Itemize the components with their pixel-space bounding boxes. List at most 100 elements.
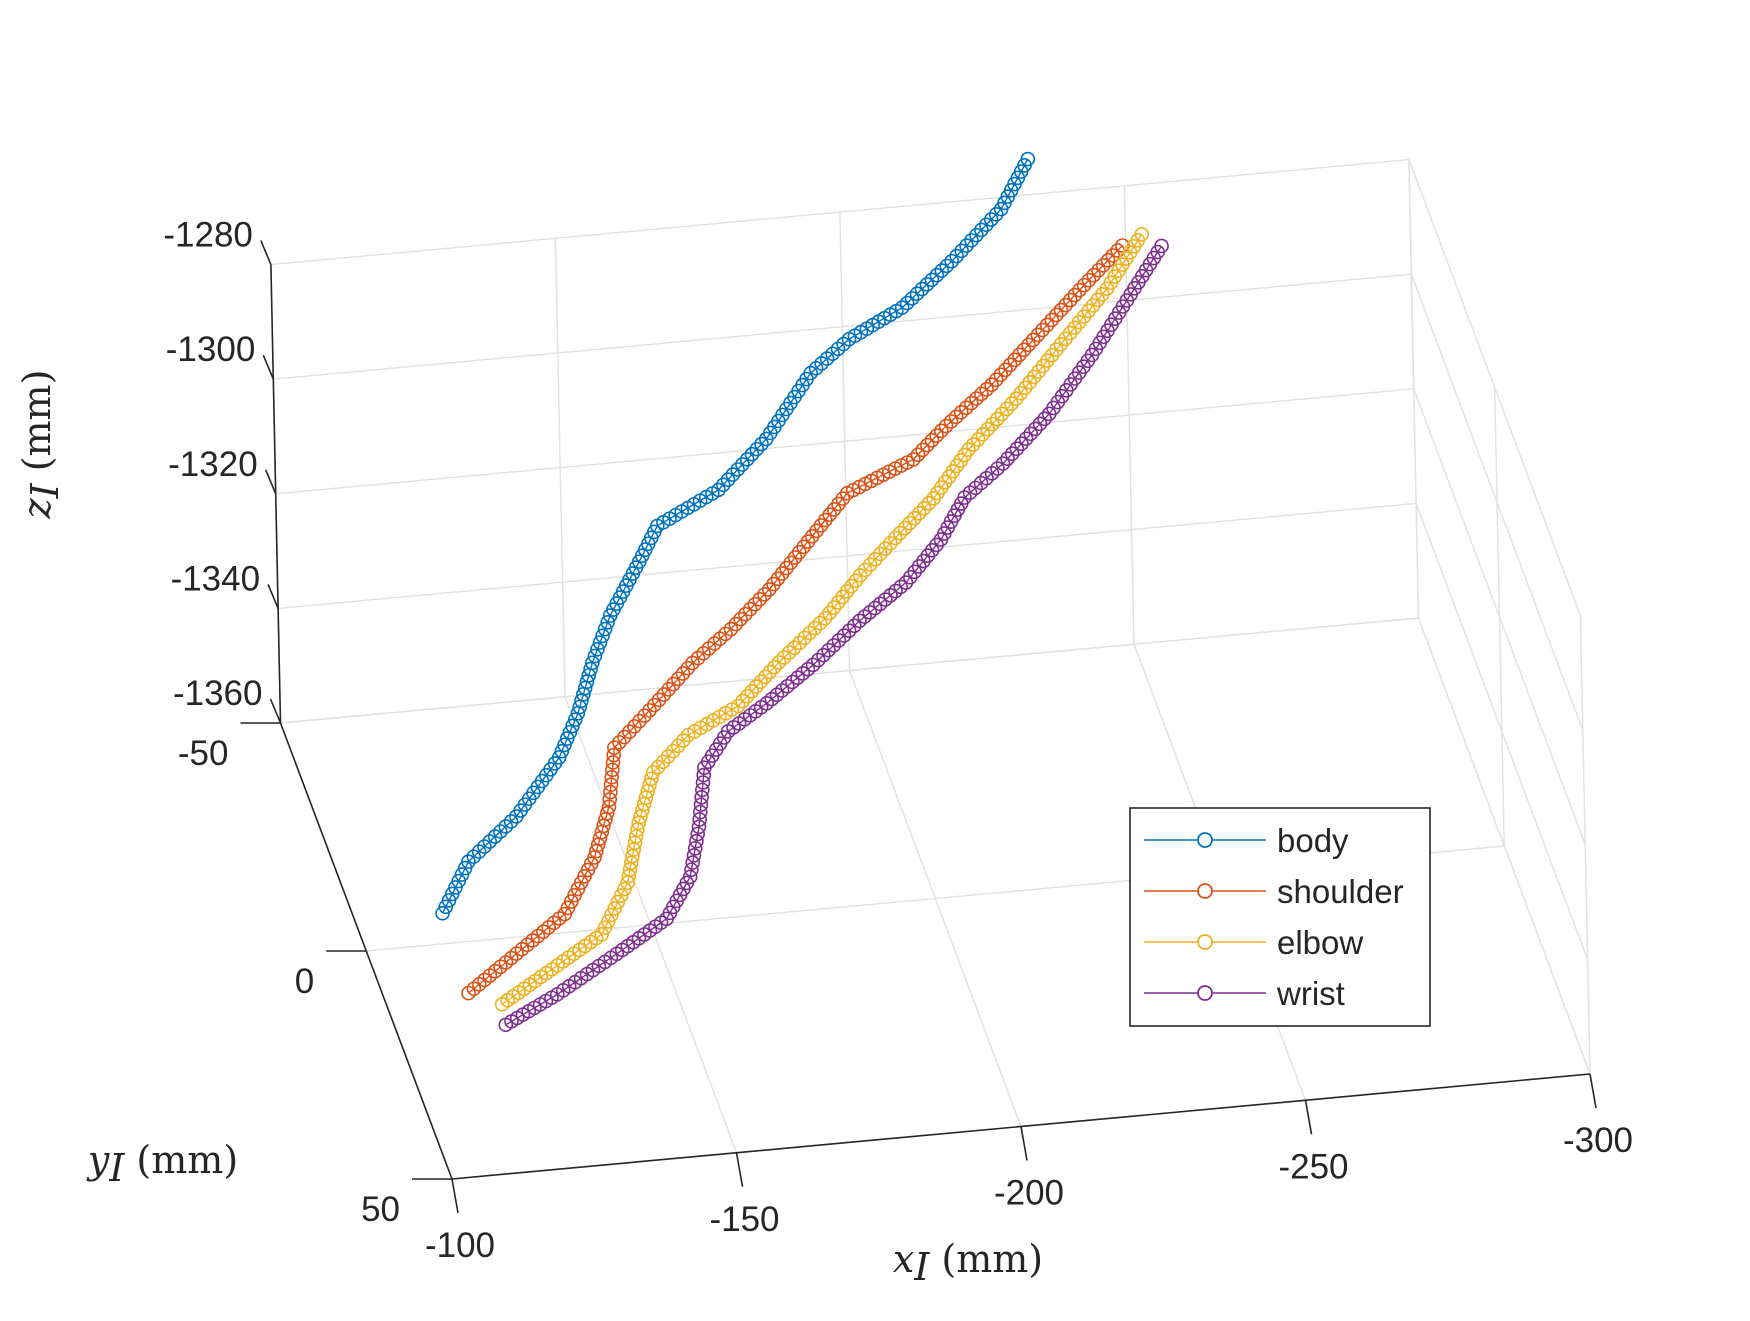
data-point	[975, 427, 991, 442]
data-point	[857, 609, 872, 624]
series-line-elbow	[501, 233, 1143, 1005]
data-point	[762, 664, 778, 680]
data-point	[909, 286, 925, 302]
data-point	[695, 782, 710, 798]
x-tick-label: -300	[1563, 1121, 1633, 1160]
data-point	[725, 467, 741, 482]
data-point	[1007, 352, 1023, 368]
data-point	[877, 541, 893, 556]
z-tick-mark	[260, 240, 272, 265]
data-point	[970, 432, 986, 447]
data-point	[749, 441, 765, 457]
data-point	[934, 263, 950, 278]
data-point	[557, 737, 572, 753]
data-point	[797, 630, 812, 646]
data-point	[733, 611, 748, 627]
data-point	[831, 633, 847, 648]
data-point	[477, 839, 492, 854]
z-tick-mark	[267, 584, 279, 609]
data-point	[617, 729, 632, 745]
data-point	[744, 684, 760, 699]
data-point	[461, 854, 476, 869]
data-point	[1035, 322, 1050, 338]
data-point	[984, 377, 999, 393]
data-point	[487, 829, 503, 844]
data-point	[812, 615, 828, 631]
x-tick-mark	[1589, 1073, 1597, 1109]
back-wall-gridline-z	[275, 388, 1414, 495]
data-point	[882, 536, 898, 551]
data-point	[607, 740, 622, 755]
data-point	[655, 754, 671, 770]
data-point	[730, 698, 746, 714]
data-point	[747, 596, 763, 612]
data-point	[644, 771, 659, 787]
data-point	[786, 640, 802, 655]
data-point	[622, 724, 637, 740]
y-tick-label: 0	[295, 962, 314, 1001]
data-point	[769, 687, 785, 703]
data-point	[781, 645, 797, 660]
data-point	[603, 784, 618, 800]
data-point	[1028, 421, 1043, 437]
data-point	[816, 647, 831, 663]
data-point	[493, 824, 508, 839]
data-point	[985, 416, 1000, 432]
side-wall-gridline-z	[1410, 273, 1584, 731]
data-point	[959, 238, 974, 253]
side-wall-gridline-z	[1417, 617, 1591, 1075]
data-point	[905, 452, 921, 467]
side-wall-gridline-z	[1415, 503, 1589, 960]
data-point	[969, 227, 984, 243]
data-point	[471, 844, 487, 859]
data-point	[1016, 342, 1032, 358]
data-point	[1095, 258, 1111, 273]
data-point	[632, 713, 647, 729]
data-point	[738, 606, 753, 622]
data-point	[1014, 436, 1029, 452]
data-point	[694, 789, 709, 805]
data-point	[1086, 267, 1101, 283]
x-tick-label: -100	[425, 1226, 495, 1265]
data-point	[958, 400, 974, 415]
data-point	[802, 625, 818, 641]
data-point	[666, 676, 681, 692]
data-point	[603, 777, 619, 792]
data-point	[953, 404, 969, 420]
data-point	[583, 661, 598, 677]
side-wall-gridline-z	[1413, 388, 1586, 846]
grid-layer	[270, 158, 1591, 1180]
data-point	[764, 691, 780, 707]
data-point	[1004, 396, 1019, 412]
data-point	[466, 849, 482, 864]
data-point	[867, 551, 883, 567]
data-point	[954, 243, 969, 259]
data-point	[897, 520, 913, 536]
data-point	[692, 812, 707, 827]
data-point	[735, 457, 750, 472]
data-point	[656, 687, 672, 702]
data-point	[1012, 347, 1027, 363]
data-point	[795, 666, 811, 681]
data-point	[920, 437, 935, 453]
data-point	[597, 621, 613, 637]
data-point	[894, 300, 910, 315]
data-point	[1076, 277, 1092, 293]
series-shoulder	[461, 238, 1130, 1001]
series-line-shoulder	[468, 245, 1123, 994]
data-point	[759, 695, 774, 711]
data-point	[739, 688, 755, 704]
data-point	[1023, 426, 1039, 442]
data-point	[919, 277, 935, 292]
legend-box	[1129, 807, 1431, 1027]
data-point	[660, 749, 676, 764]
data-point	[1037, 411, 1052, 427]
data-point	[646, 697, 662, 713]
back-wall-gridline-z	[280, 617, 1419, 724]
legend-label-wrist: wrist	[1276, 975, 1345, 1012]
data-point	[1049, 307, 1064, 323]
data-point	[604, 769, 620, 785]
data-point	[771, 655, 787, 670]
data-point	[892, 525, 908, 541]
